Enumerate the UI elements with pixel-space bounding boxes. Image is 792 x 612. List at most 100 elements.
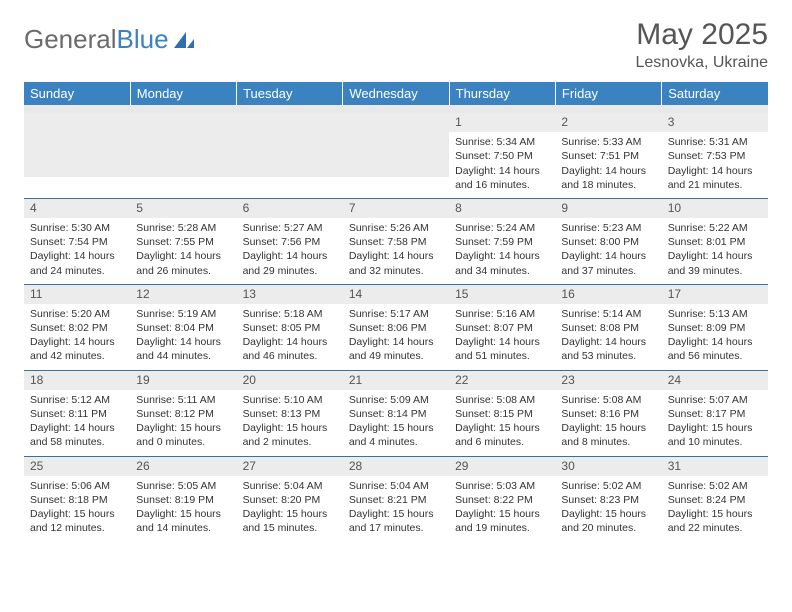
location-label: Lesnovka, Ukraine — [635, 54, 768, 72]
day-number: 7 — [343, 199, 449, 218]
sunset-text: Sunset: 8:14 PM — [349, 407, 443, 421]
daylight-text: Daylight: 14 hours and 56 minutes. — [668, 335, 762, 363]
sunset-text: Sunset: 8:17 PM — [668, 407, 762, 421]
sunset-text: Sunset: 8:21 PM — [349, 493, 443, 507]
day-detail: Sunrise: 5:24 AMSunset: 7:59 PMDaylight:… — [449, 218, 555, 284]
daylight-text: Daylight: 14 hours and 51 minutes. — [455, 335, 549, 363]
col-tuesday: Tuesday — [237, 82, 343, 105]
sunset-text: Sunset: 8:05 PM — [243, 321, 337, 335]
sunset-text: Sunset: 7:54 PM — [30, 235, 124, 249]
day-cell: 6Sunrise: 5:27 AMSunset: 7:56 PMDaylight… — [237, 198, 343, 284]
daylight-text: Daylight: 14 hours and 39 minutes. — [668, 249, 762, 277]
day-cell: 29Sunrise: 5:03 AMSunset: 8:22 PMDayligh… — [449, 456, 555, 541]
daylight-text: Daylight: 15 hours and 15 minutes. — [243, 507, 337, 535]
sunrise-text: Sunrise: 5:10 AM — [243, 393, 337, 407]
day-detail: Sunrise: 5:09 AMSunset: 8:14 PMDaylight:… — [343, 390, 449, 456]
day-cell — [343, 113, 449, 198]
day-cell: 9Sunrise: 5:23 AMSunset: 8:00 PMDaylight… — [555, 198, 661, 284]
daylight-text: Daylight: 14 hours and 18 minutes. — [561, 164, 655, 192]
header-spacer — [24, 105, 768, 113]
day-number: 16 — [555, 285, 661, 304]
sunset-text: Sunset: 8:00 PM — [561, 235, 655, 249]
sunset-text: Sunset: 8:07 PM — [455, 321, 549, 335]
daylight-text: Daylight: 15 hours and 12 minutes. — [30, 507, 124, 535]
sunset-text: Sunset: 8:15 PM — [455, 407, 549, 421]
day-cell: 5Sunrise: 5:28 AMSunset: 7:55 PMDaylight… — [130, 198, 236, 284]
sunrise-text: Sunrise: 5:02 AM — [561, 479, 655, 493]
sunrise-text: Sunrise: 5:30 AM — [30, 221, 124, 235]
sail-icon — [172, 30, 196, 50]
day-detail: Sunrise: 5:10 AMSunset: 8:13 PMDaylight:… — [237, 390, 343, 456]
day-detail: Sunrise: 5:04 AMSunset: 8:20 PMDaylight:… — [237, 476, 343, 542]
day-detail — [24, 119, 130, 177]
day-header-row: Sunday Monday Tuesday Wednesday Thursday… — [24, 82, 768, 105]
col-friday: Friday — [555, 82, 661, 105]
sunrise-text: Sunrise: 5:04 AM — [243, 479, 337, 493]
sunrise-text: Sunrise: 5:20 AM — [30, 307, 124, 321]
sunset-text: Sunset: 8:04 PM — [136, 321, 230, 335]
day-detail: Sunrise: 5:11 AMSunset: 8:12 PMDaylight:… — [130, 390, 236, 456]
day-number: 4 — [24, 199, 130, 218]
daylight-text: Daylight: 14 hours and 24 minutes. — [30, 249, 124, 277]
daylight-text: Daylight: 14 hours and 26 minutes. — [136, 249, 230, 277]
day-number: 24 — [662, 371, 768, 390]
day-detail: Sunrise: 5:23 AMSunset: 8:00 PMDaylight:… — [555, 218, 661, 284]
sunrise-text: Sunrise: 5:07 AM — [668, 393, 762, 407]
sunset-text: Sunset: 8:01 PM — [668, 235, 762, 249]
day-number: 30 — [555, 457, 661, 476]
daylight-text: Daylight: 14 hours and 42 minutes. — [30, 335, 124, 363]
day-detail: Sunrise: 5:14 AMSunset: 8:08 PMDaylight:… — [555, 304, 661, 370]
day-number: 8 — [449, 199, 555, 218]
week-row: 4Sunrise: 5:30 AMSunset: 7:54 PMDaylight… — [24, 198, 768, 284]
sunset-text: Sunset: 8:02 PM — [30, 321, 124, 335]
sunrise-text: Sunrise: 5:33 AM — [561, 135, 655, 149]
sunrise-text: Sunrise: 5:04 AM — [349, 479, 443, 493]
sunrise-text: Sunrise: 5:28 AM — [136, 221, 230, 235]
sunrise-text: Sunrise: 5:08 AM — [455, 393, 549, 407]
day-detail: Sunrise: 5:03 AMSunset: 8:22 PMDaylight:… — [449, 476, 555, 542]
week-row: 18Sunrise: 5:12 AMSunset: 8:11 PMDayligh… — [24, 370, 768, 456]
col-monday: Monday — [130, 82, 236, 105]
day-number: 13 — [237, 285, 343, 304]
calendar-table: Sunday Monday Tuesday Wednesday Thursday… — [24, 82, 768, 541]
day-detail: Sunrise: 5:08 AMSunset: 8:15 PMDaylight:… — [449, 390, 555, 456]
sunset-text: Sunset: 8:18 PM — [30, 493, 124, 507]
sunrise-text: Sunrise: 5:14 AM — [561, 307, 655, 321]
day-cell: 3Sunrise: 5:31 AMSunset: 7:53 PMDaylight… — [662, 113, 768, 198]
sunset-text: Sunset: 8:11 PM — [30, 407, 124, 421]
sunset-text: Sunset: 8:22 PM — [455, 493, 549, 507]
calendar-page: GeneralBlue May 2025 Lesnovka, Ukraine S… — [0, 0, 792, 551]
day-detail: Sunrise: 5:04 AMSunset: 8:21 PMDaylight:… — [343, 476, 449, 542]
daylight-text: Daylight: 14 hours and 53 minutes. — [561, 335, 655, 363]
day-cell: 2Sunrise: 5:33 AMSunset: 7:51 PMDaylight… — [555, 113, 661, 198]
day-number: 29 — [449, 457, 555, 476]
day-number: 25 — [24, 457, 130, 476]
col-thursday: Thursday — [449, 82, 555, 105]
day-cell: 16Sunrise: 5:14 AMSunset: 8:08 PMDayligh… — [555, 284, 661, 370]
day-detail: Sunrise: 5:30 AMSunset: 7:54 PMDaylight:… — [24, 218, 130, 284]
sunrise-text: Sunrise: 5:05 AM — [136, 479, 230, 493]
daylight-text: Daylight: 15 hours and 19 minutes. — [455, 507, 549, 535]
sunset-text: Sunset: 8:12 PM — [136, 407, 230, 421]
daylight-text: Daylight: 14 hours and 44 minutes. — [136, 335, 230, 363]
sunset-text: Sunset: 7:51 PM — [561, 149, 655, 163]
day-cell: 1Sunrise: 5:34 AMSunset: 7:50 PMDaylight… — [449, 113, 555, 198]
day-cell: 25Sunrise: 5:06 AMSunset: 8:18 PMDayligh… — [24, 456, 130, 541]
sunrise-text: Sunrise: 5:18 AM — [243, 307, 337, 321]
brand-second: Blue — [117, 24, 169, 55]
daylight-text: Daylight: 15 hours and 4 minutes. — [349, 421, 443, 449]
day-cell: 18Sunrise: 5:12 AMSunset: 8:11 PMDayligh… — [24, 370, 130, 456]
sunset-text: Sunset: 7:50 PM — [455, 149, 549, 163]
daylight-text: Daylight: 14 hours and 46 minutes. — [243, 335, 337, 363]
day-number: 5 — [130, 199, 236, 218]
month-title: May 2025 — [635, 18, 768, 52]
day-number: 6 — [237, 199, 343, 218]
day-detail — [237, 119, 343, 177]
day-number: 3 — [662, 113, 768, 132]
sunrise-text: Sunrise: 5:31 AM — [668, 135, 762, 149]
week-row: 1Sunrise: 5:34 AMSunset: 7:50 PMDaylight… — [24, 113, 768, 198]
day-detail: Sunrise: 5:12 AMSunset: 8:11 PMDaylight:… — [24, 390, 130, 456]
day-cell: 17Sunrise: 5:13 AMSunset: 8:09 PMDayligh… — [662, 284, 768, 370]
sunset-text: Sunset: 8:19 PM — [136, 493, 230, 507]
day-number: 27 — [237, 457, 343, 476]
